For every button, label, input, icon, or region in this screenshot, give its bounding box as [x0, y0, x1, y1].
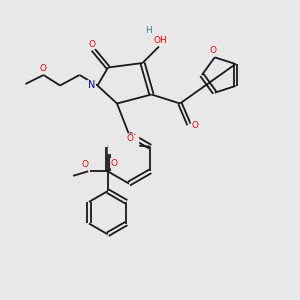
Text: O: O	[81, 160, 88, 169]
Text: H: H	[145, 26, 152, 35]
Bar	[108, 135, 138, 153]
Text: O: O	[210, 46, 217, 55]
Text: O: O	[40, 64, 47, 73]
Text: O: O	[191, 122, 199, 130]
Text: O: O	[88, 40, 95, 49]
Text: OH: OH	[154, 36, 167, 45]
Text: O: O	[126, 134, 134, 143]
Text: N: N	[88, 80, 95, 91]
Text: O: O	[111, 159, 118, 168]
